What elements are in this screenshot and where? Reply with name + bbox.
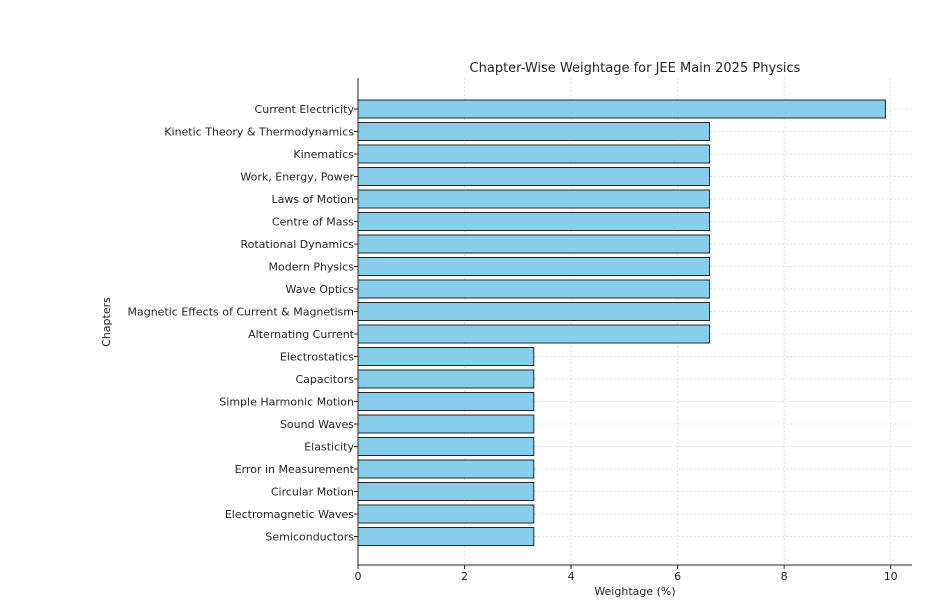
bar <box>357 189 711 209</box>
x-axis-label: Weightage (%) <box>594 585 675 598</box>
category-labels: Current Electricity Kinetic Theory & Ther… <box>127 103 358 544</box>
bar <box>357 122 711 141</box>
y-axis-label: Chapters <box>100 297 113 347</box>
category-label: Laws of Motion <box>272 193 355 206</box>
category-label: Elasticity <box>304 441 354 454</box>
bar <box>357 482 535 501</box>
bar <box>357 212 711 231</box>
category-label: Electrostatics <box>280 351 354 364</box>
chart-title: Chapter-Wise Weightage for JEE Main 2025… <box>470 61 801 76</box>
bar <box>357 257 711 276</box>
bar <box>357 504 535 524</box>
bar <box>357 324 711 344</box>
category-label: Kinematics <box>293 148 354 161</box>
bar <box>357 392 535 411</box>
category-label: Simple Harmonic Motion <box>219 396 354 409</box>
category-label: Capacitors <box>295 373 354 386</box>
x-tick-label: 8 <box>781 570 788 583</box>
bar <box>357 99 886 119</box>
category-label: Current Electricity <box>255 103 355 116</box>
category-label: Electromagnetic Waves <box>225 508 354 521</box>
bar <box>357 414 535 434</box>
x-tick-label: 4 <box>568 570 575 583</box>
bar <box>357 527 535 546</box>
category-label: Centre of Mass <box>272 216 354 229</box>
category-label: Sound Waves <box>280 418 354 431</box>
bar <box>357 459 535 479</box>
bar <box>357 369 535 389</box>
x-tick-label: 2 <box>461 570 468 583</box>
bar-layer <box>357 99 886 546</box>
bar <box>357 167 711 186</box>
category-label: Wave Optics <box>286 283 355 296</box>
x-tick-label: 10 <box>884 570 898 583</box>
category-label: Modern Physics <box>269 261 355 274</box>
bar <box>357 437 535 456</box>
category-label: Kinetic Theory & Thermodynamics <box>164 126 354 139</box>
category-label: Error in Measurement <box>235 463 355 476</box>
bar <box>357 279 711 299</box>
x-tick-label: 0 <box>355 570 362 583</box>
bar <box>357 234 711 254</box>
category-label: Rotational Dynamics <box>240 238 354 251</box>
category-label: Circular Motion <box>271 486 354 499</box>
x-tick-label: 6 <box>674 570 681 583</box>
category-label: Work, Energy, Power <box>240 171 354 184</box>
category-label: Magnetic Effects of Current & Magnetism <box>127 306 354 319</box>
category-label: Alternating Current <box>248 328 355 341</box>
bar <box>357 144 711 164</box>
x-tick-labels: 0 2 4 6 8 10 <box>355 565 898 583</box>
bar <box>357 347 535 366</box>
category-label: Semiconductors <box>265 531 354 544</box>
bar <box>357 302 711 321</box>
